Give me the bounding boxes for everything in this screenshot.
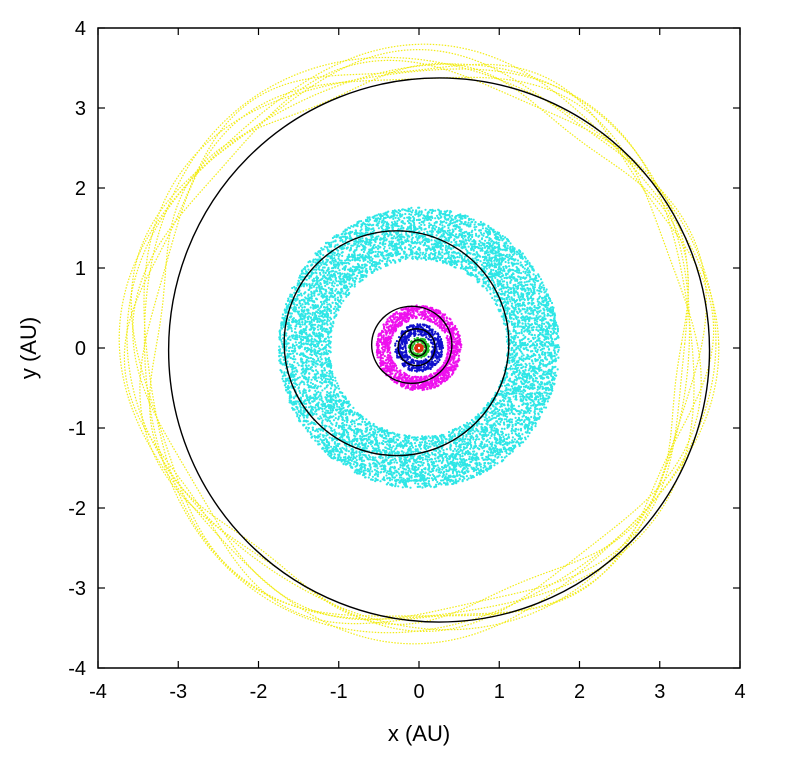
x-axis-label: x (AU) bbox=[388, 721, 450, 746]
reference-orbit-2 bbox=[370, 305, 453, 385]
x-tick-label: 4 bbox=[734, 681, 745, 703]
reference-orbit-0 bbox=[167, 77, 711, 623]
x-tick-label: 2 bbox=[574, 681, 585, 703]
yellow-strand bbox=[132, 59, 689, 621]
reference-orbit-3 bbox=[397, 328, 436, 367]
yellow-strand bbox=[149, 63, 689, 625]
y-tick-label: -3 bbox=[68, 578, 86, 600]
orbit-band-series-1 bbox=[277, 206, 561, 489]
data-layer bbox=[118, 43, 720, 645]
yellow-strand bbox=[143, 56, 717, 634]
reference-orbit-layer bbox=[167, 77, 711, 623]
yellow-strand bbox=[143, 68, 695, 620]
x-tick-label: 1 bbox=[494, 681, 505, 703]
y-tick-label: 4 bbox=[75, 18, 86, 40]
y-tick-label: -4 bbox=[68, 658, 86, 680]
plot-frame bbox=[97, 27, 741, 669]
reference-orbit-1 bbox=[283, 230, 510, 457]
y-axis-label: y (AU) bbox=[16, 317, 41, 379]
y-tick-label: -1 bbox=[68, 418, 86, 440]
x-tick-label: -2 bbox=[250, 681, 268, 703]
y-tick-label: 3 bbox=[75, 98, 86, 120]
x-tick-label: 3 bbox=[654, 681, 665, 703]
x-tick-label: -4 bbox=[89, 681, 107, 703]
yellow-strand bbox=[118, 43, 720, 645]
x-tick-label: -1 bbox=[330, 681, 348, 703]
y-tick-label: 1 bbox=[75, 258, 86, 280]
yellow-strand bbox=[130, 49, 707, 617]
orbit-band-series-5 bbox=[414, 343, 424, 353]
reference-orbit-4 bbox=[409, 339, 427, 357]
yellow-strand bbox=[126, 63, 691, 631]
y-tick-label: 0 bbox=[75, 338, 86, 360]
orbit-band-series-0 bbox=[118, 43, 720, 645]
x-tick-label: -3 bbox=[169, 681, 187, 703]
orbit-band-series-2 bbox=[375, 304, 463, 392]
axis-layer: -4 -3 -2 -1 0 1 2 3 4 -4 -3 -2 -1 0 1 2 3 4 bbox=[68, 18, 745, 703]
x-tick-label: 0 bbox=[413, 681, 424, 703]
y-tick-label: -2 bbox=[68, 498, 86, 520]
y-tick-label: 2 bbox=[75, 178, 86, 200]
yellow-strand bbox=[139, 76, 702, 632]
